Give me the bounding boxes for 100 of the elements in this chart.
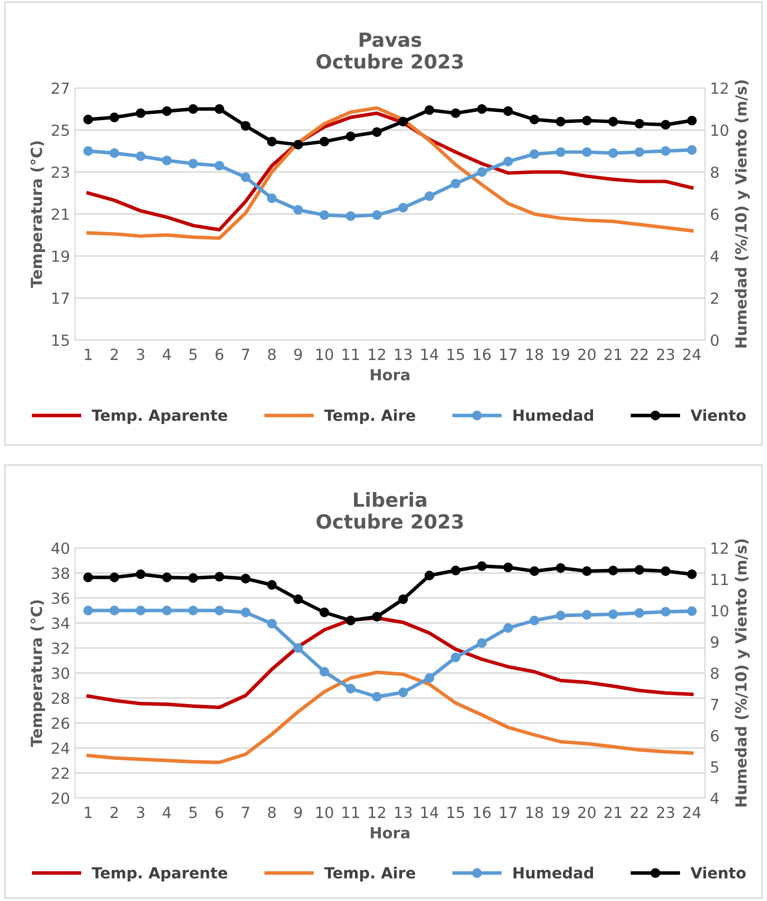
point bbox=[83, 606, 93, 616]
x-tick-label: 6 bbox=[216, 806, 224, 818]
y-tick-label: 22 bbox=[52, 767, 69, 779]
x-tick-label: 16 bbox=[474, 806, 491, 818]
point bbox=[162, 572, 172, 582]
x-tick-label: 2 bbox=[110, 806, 118, 818]
point bbox=[477, 167, 487, 177]
point bbox=[83, 146, 93, 156]
point bbox=[240, 120, 250, 131]
point bbox=[188, 104, 198, 114]
y-tick-label: 36 bbox=[52, 592, 70, 604]
chart-title: Liberia Octubre 2023 bbox=[316, 492, 463, 529]
point bbox=[110, 148, 120, 158]
point bbox=[293, 594, 303, 604]
y2-tick-label: 6 bbox=[710, 730, 719, 742]
point bbox=[503, 106, 513, 116]
point bbox=[530, 616, 540, 626]
x-tick-label: 12 bbox=[368, 806, 386, 818]
point bbox=[372, 127, 382, 137]
point bbox=[660, 566, 670, 576]
y-tick-label: 30 bbox=[52, 667, 70, 680]
y2-tick-label: 4 bbox=[710, 792, 719, 804]
y2-tick-label: 5 bbox=[711, 761, 718, 773]
y-tick-label: 26 bbox=[52, 717, 70, 730]
point bbox=[188, 573, 198, 583]
point bbox=[503, 562, 513, 572]
x-tick-label: 15 bbox=[448, 806, 464, 818]
x-tick-label: 19 bbox=[552, 348, 570, 360]
point bbox=[556, 147, 566, 157]
point bbox=[582, 566, 592, 576]
point bbox=[608, 148, 618, 158]
x-tick-label: 20 bbox=[578, 348, 596, 360]
point bbox=[398, 688, 408, 698]
chart-title: Pavas Octubre 2023 bbox=[316, 32, 463, 69]
x-tick-label: 5 bbox=[189, 806, 197, 818]
point bbox=[372, 692, 382, 702]
x-tick-label: 5 bbox=[189, 348, 197, 360]
x-tick-label: 23 bbox=[657, 348, 674, 360]
point bbox=[110, 112, 120, 122]
point bbox=[110, 572, 120, 582]
x-tick-label: 2 bbox=[110, 348, 118, 360]
point bbox=[136, 606, 146, 616]
point bbox=[136, 151, 146, 162]
point bbox=[214, 160, 224, 171]
y-tick-label: 25 bbox=[52, 124, 69, 136]
point bbox=[320, 136, 330, 146]
point bbox=[188, 606, 198, 616]
point bbox=[660, 146, 670, 156]
y-tick-label: 34 bbox=[52, 617, 70, 630]
x-axis-title: Hora bbox=[370, 369, 410, 380]
point bbox=[582, 116, 592, 126]
x-tick-label: 17 bbox=[500, 348, 517, 360]
point bbox=[530, 149, 540, 160]
point bbox=[450, 108, 460, 118]
y2-axis-title: Humedad (%/10) y Viento (m/s) bbox=[734, 80, 750, 348]
x-tick-label: 20 bbox=[578, 806, 596, 818]
y2-tick-label: 12 bbox=[712, 82, 728, 94]
x-tick-label: 14 bbox=[421, 806, 438, 818]
point bbox=[293, 204, 303, 215]
point bbox=[477, 638, 487, 648]
x-tick-label: 1 bbox=[84, 806, 92, 818]
x-tick-label: 11 bbox=[342, 806, 359, 818]
y2-axis-title: Humedad (%/10) y Viento (m/s) bbox=[734, 539, 750, 807]
point bbox=[240, 574, 250, 584]
point bbox=[503, 623, 513, 633]
x-tick-label: 13 bbox=[395, 348, 412, 360]
x-tick-label: 12 bbox=[368, 348, 386, 360]
x-tick-label: 13 bbox=[395, 806, 412, 818]
point bbox=[450, 566, 460, 576]
x-tick-label: 18 bbox=[526, 348, 544, 360]
point bbox=[267, 136, 277, 146]
point bbox=[503, 156, 513, 166]
point bbox=[687, 116, 697, 126]
point bbox=[214, 572, 224, 582]
y-tick-label: 28 bbox=[52, 692, 70, 704]
line-series bbox=[86, 670, 694, 764]
point bbox=[320, 210, 330, 220]
y2-tick-label: 2 bbox=[710, 292, 718, 304]
point bbox=[477, 561, 487, 571]
point bbox=[293, 140, 303, 150]
x-tick-label: 21 bbox=[604, 348, 622, 360]
point bbox=[214, 606, 224, 616]
point bbox=[634, 608, 644, 618]
point bbox=[346, 616, 356, 626]
point bbox=[398, 116, 408, 126]
point bbox=[240, 608, 250, 618]
x-tick-label: 6 bbox=[216, 348, 224, 360]
point bbox=[240, 172, 250, 182]
y-tick-label: 19 bbox=[52, 250, 70, 262]
y2-tick-label: 0 bbox=[710, 334, 719, 346]
point bbox=[162, 606, 172, 616]
point bbox=[267, 580, 277, 590]
x-tick-label: 21 bbox=[604, 806, 622, 818]
y2-tick-label: 7 bbox=[711, 698, 718, 710]
point bbox=[346, 211, 356, 221]
y-tick-label: 38 bbox=[52, 567, 70, 580]
point bbox=[477, 104, 487, 114]
y-tick-label: 21 bbox=[52, 208, 69, 220]
point bbox=[556, 563, 566, 573]
legend-label: Viento bbox=[690, 866, 746, 879]
